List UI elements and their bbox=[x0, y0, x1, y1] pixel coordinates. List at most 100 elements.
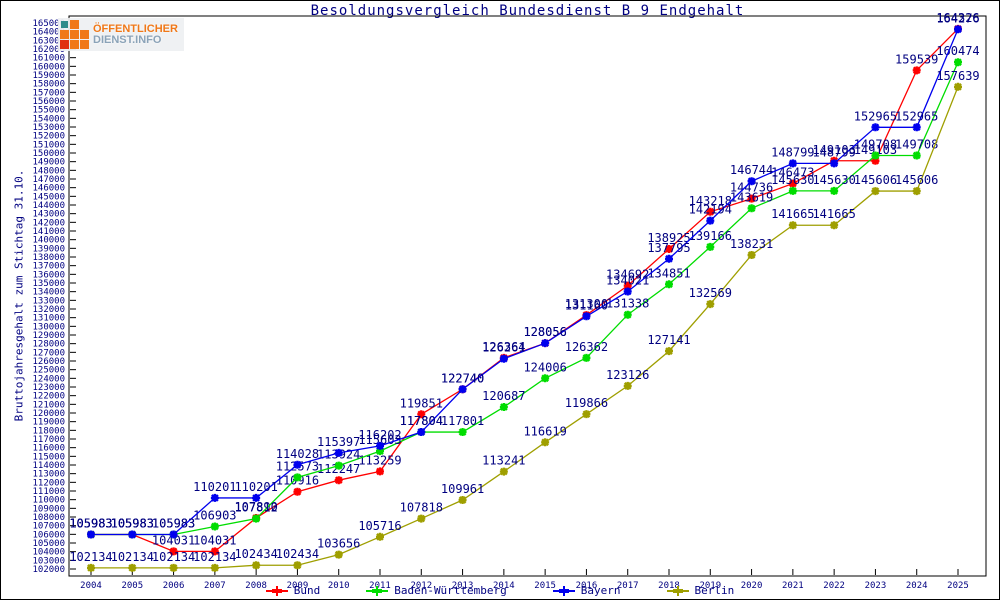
value-label: 157639 bbox=[936, 69, 979, 83]
x-tick-label: 2010 bbox=[328, 581, 350, 591]
value-label: 160474 bbox=[936, 44, 979, 58]
y-tick-label: 124000 bbox=[32, 374, 65, 384]
value-label: 105983 bbox=[69, 516, 112, 530]
y-tick-label: 116000 bbox=[32, 444, 65, 454]
value-label: 104031 bbox=[152, 533, 195, 547]
x-tick-label: 2025 bbox=[947, 581, 969, 591]
value-label: 145630 bbox=[771, 173, 814, 187]
value-label: 152965 bbox=[895, 109, 938, 123]
value-label: 149708 bbox=[895, 138, 938, 152]
value-label: 102434 bbox=[234, 547, 277, 561]
y-tick-label: 131000 bbox=[32, 314, 65, 324]
y-tick-label: 161000 bbox=[32, 54, 65, 64]
y-tick-label: 141000 bbox=[32, 227, 65, 237]
value-label: 123126 bbox=[606, 368, 649, 382]
value-label: 148799 bbox=[812, 145, 855, 159]
legend-swatch-part bbox=[275, 585, 278, 596]
y-tick-label: 137000 bbox=[32, 262, 65, 272]
value-label: 116619 bbox=[523, 424, 566, 438]
value-label: 126261 bbox=[482, 341, 525, 355]
value-label: 102134 bbox=[111, 550, 154, 564]
value-label: 164326 bbox=[936, 11, 979, 25]
value-label: 138231 bbox=[730, 237, 773, 251]
plot-frame bbox=[68, 15, 987, 577]
y-tick-label: 126000 bbox=[32, 357, 65, 367]
x-tick-label: 2013 bbox=[452, 581, 474, 591]
value-label: 134021 bbox=[606, 273, 649, 287]
y-tick-label: 163000 bbox=[32, 36, 65, 46]
value-label: 146473 bbox=[771, 166, 814, 180]
value-label: 119866 bbox=[565, 396, 608, 410]
value-label: 132569 bbox=[689, 286, 732, 300]
y-tick-label: 119000 bbox=[32, 418, 65, 428]
legend-label-bayern: Bayern bbox=[580, 584, 621, 597]
x-tick-label: 2021 bbox=[782, 581, 804, 591]
y-tick-label: 123000 bbox=[32, 383, 65, 393]
x-tick-label: 2008 bbox=[245, 581, 267, 591]
value-label: 114028 bbox=[276, 447, 319, 461]
y-tick-label: 103000 bbox=[32, 556, 65, 566]
x-tick-label: 2004 bbox=[80, 581, 102, 591]
value-label: 119851 bbox=[400, 396, 443, 410]
y-tick-label: 138000 bbox=[32, 253, 65, 263]
value-label: 105983 bbox=[152, 516, 195, 530]
value-label: 102134 bbox=[69, 550, 112, 564]
value-label: 107818 bbox=[400, 501, 443, 515]
value-label: 105983 bbox=[69, 516, 112, 530]
value-label: 159539 bbox=[895, 52, 938, 66]
y-tick-label: 148000 bbox=[32, 166, 65, 176]
value-label: 141665 bbox=[771, 207, 814, 221]
y-tick-label: 140000 bbox=[32, 236, 65, 246]
value-label: 149708 bbox=[854, 138, 897, 152]
y-tick-label: 165000 bbox=[32, 19, 65, 29]
x-tick-label: 2024 bbox=[906, 581, 928, 591]
value-label: 143218 bbox=[689, 194, 732, 208]
y-tick-label: 160000 bbox=[32, 62, 65, 72]
value-label: 131160 bbox=[565, 298, 608, 312]
value-label: 107890 bbox=[234, 500, 277, 514]
value-label: 145606 bbox=[854, 173, 897, 187]
y-tick-label: 129000 bbox=[32, 331, 65, 341]
x-tick-label: 2014 bbox=[493, 581, 515, 591]
y-tick-label: 152000 bbox=[32, 132, 65, 142]
value-label: 117804 bbox=[400, 414, 443, 428]
series-line-Baden-Württemberg bbox=[91, 61, 959, 536]
chart-legend: Bund Baden-Württemberg Bayern Berlin bbox=[1, 584, 999, 597]
legend-swatch-part bbox=[376, 585, 379, 596]
y-tick-label: 156000 bbox=[32, 97, 65, 107]
y-tick-label: 118000 bbox=[32, 426, 65, 436]
value-label: 105983 bbox=[69, 516, 112, 530]
value-label: 113241 bbox=[482, 454, 525, 468]
value-label: 115603 bbox=[358, 433, 401, 447]
y-tick-label: 147000 bbox=[32, 175, 65, 185]
y-tick-label: 121000 bbox=[32, 400, 65, 410]
series-line-Bund bbox=[91, 28, 959, 553]
y-tick-label: 104000 bbox=[32, 548, 65, 558]
value-label: 138925 bbox=[647, 231, 690, 245]
value-label: 117801 bbox=[441, 414, 484, 428]
value-label: 152965 bbox=[854, 109, 897, 123]
y-tick-label: 130000 bbox=[32, 322, 65, 332]
value-label: 142194 bbox=[689, 203, 732, 217]
x-tick-label: 2018 bbox=[658, 581, 680, 591]
x-tick-label: 2009 bbox=[287, 581, 309, 591]
legend-marker-berlin bbox=[666, 585, 689, 596]
y-tick-label: 115000 bbox=[32, 452, 65, 462]
value-label: 134851 bbox=[647, 266, 690, 280]
value-label: 143619 bbox=[730, 190, 773, 204]
logo-grid-icon bbox=[60, 20, 89, 49]
y-tick-label: 143000 bbox=[32, 210, 65, 220]
value-label: 105983 bbox=[111, 516, 154, 530]
value-label: 124006 bbox=[523, 360, 566, 374]
series-markers-Bayern bbox=[87, 25, 962, 539]
value-label: 115397 bbox=[317, 435, 360, 449]
x-tick-label: 2007 bbox=[204, 581, 226, 591]
value-label: 104031 bbox=[193, 533, 236, 547]
x-tick-label: 2020 bbox=[741, 581, 763, 591]
legend-label-bund: Bund bbox=[293, 584, 321, 597]
y-tick-label: 102000 bbox=[32, 565, 65, 575]
value-label: 105716 bbox=[358, 519, 401, 533]
legend-swatch-part bbox=[562, 585, 565, 596]
